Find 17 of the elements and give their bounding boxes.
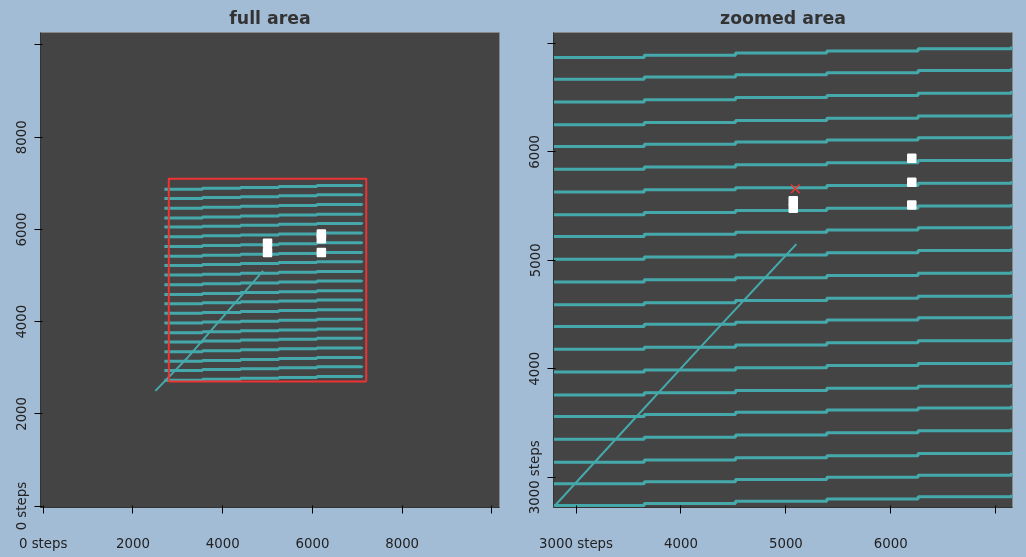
y-tick-label: 4000 [527, 351, 543, 386]
y-tick-label: 5000 [527, 243, 543, 278]
y-tick-label: 8000 [14, 120, 30, 155]
y-tick-label: 6000 [527, 134, 543, 169]
x-tick-label: 4000 [664, 535, 698, 551]
x-tick-label: 6000 [295, 535, 330, 551]
x-tick-label: 3000 steps [539, 535, 614, 551]
x-tick-label: 4000 [205, 535, 240, 551]
x-tick-label: 6000 [873, 535, 908, 551]
x-tick-label: 5000 [768, 535, 803, 551]
x-tick-label: 2000 [115, 535, 150, 551]
chart-title: full area [229, 7, 311, 28]
y-tick-label: 2000 [14, 396, 30, 431]
x-tick-label: 8000 [385, 535, 420, 551]
y-tick-label: 6000 [14, 212, 30, 247]
y-tick-label: 4000 [14, 304, 30, 339]
chart-title: zoomed area [720, 7, 846, 28]
